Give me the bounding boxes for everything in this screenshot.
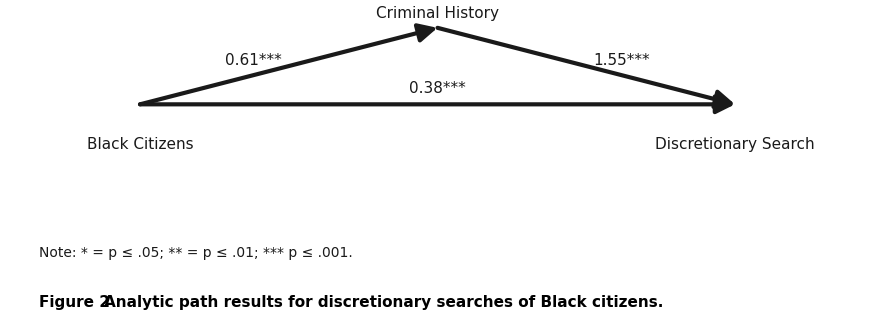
Text: Note: * = p ≤ .05; ** = p ≤ .01; *** p ≤ .001.: Note: * = p ≤ .05; ** = p ≤ .01; *** p ≤… [39,246,354,260]
Text: 1.55***: 1.55*** [593,53,649,68]
Text: Figure 2: Figure 2 [39,295,110,310]
Text: 0.38***: 0.38*** [410,80,466,96]
Text: Discretionary Search: Discretionary Search [655,137,815,152]
Text: Citizen
Criminal History: Citizen Criminal History [376,0,499,21]
Text: 0.61***: 0.61*** [226,53,282,68]
Text: Analytic path results for discretionary searches of Black citizens.: Analytic path results for discretionary … [104,295,663,310]
Text: Black Citizens: Black Citizens [87,137,193,152]
